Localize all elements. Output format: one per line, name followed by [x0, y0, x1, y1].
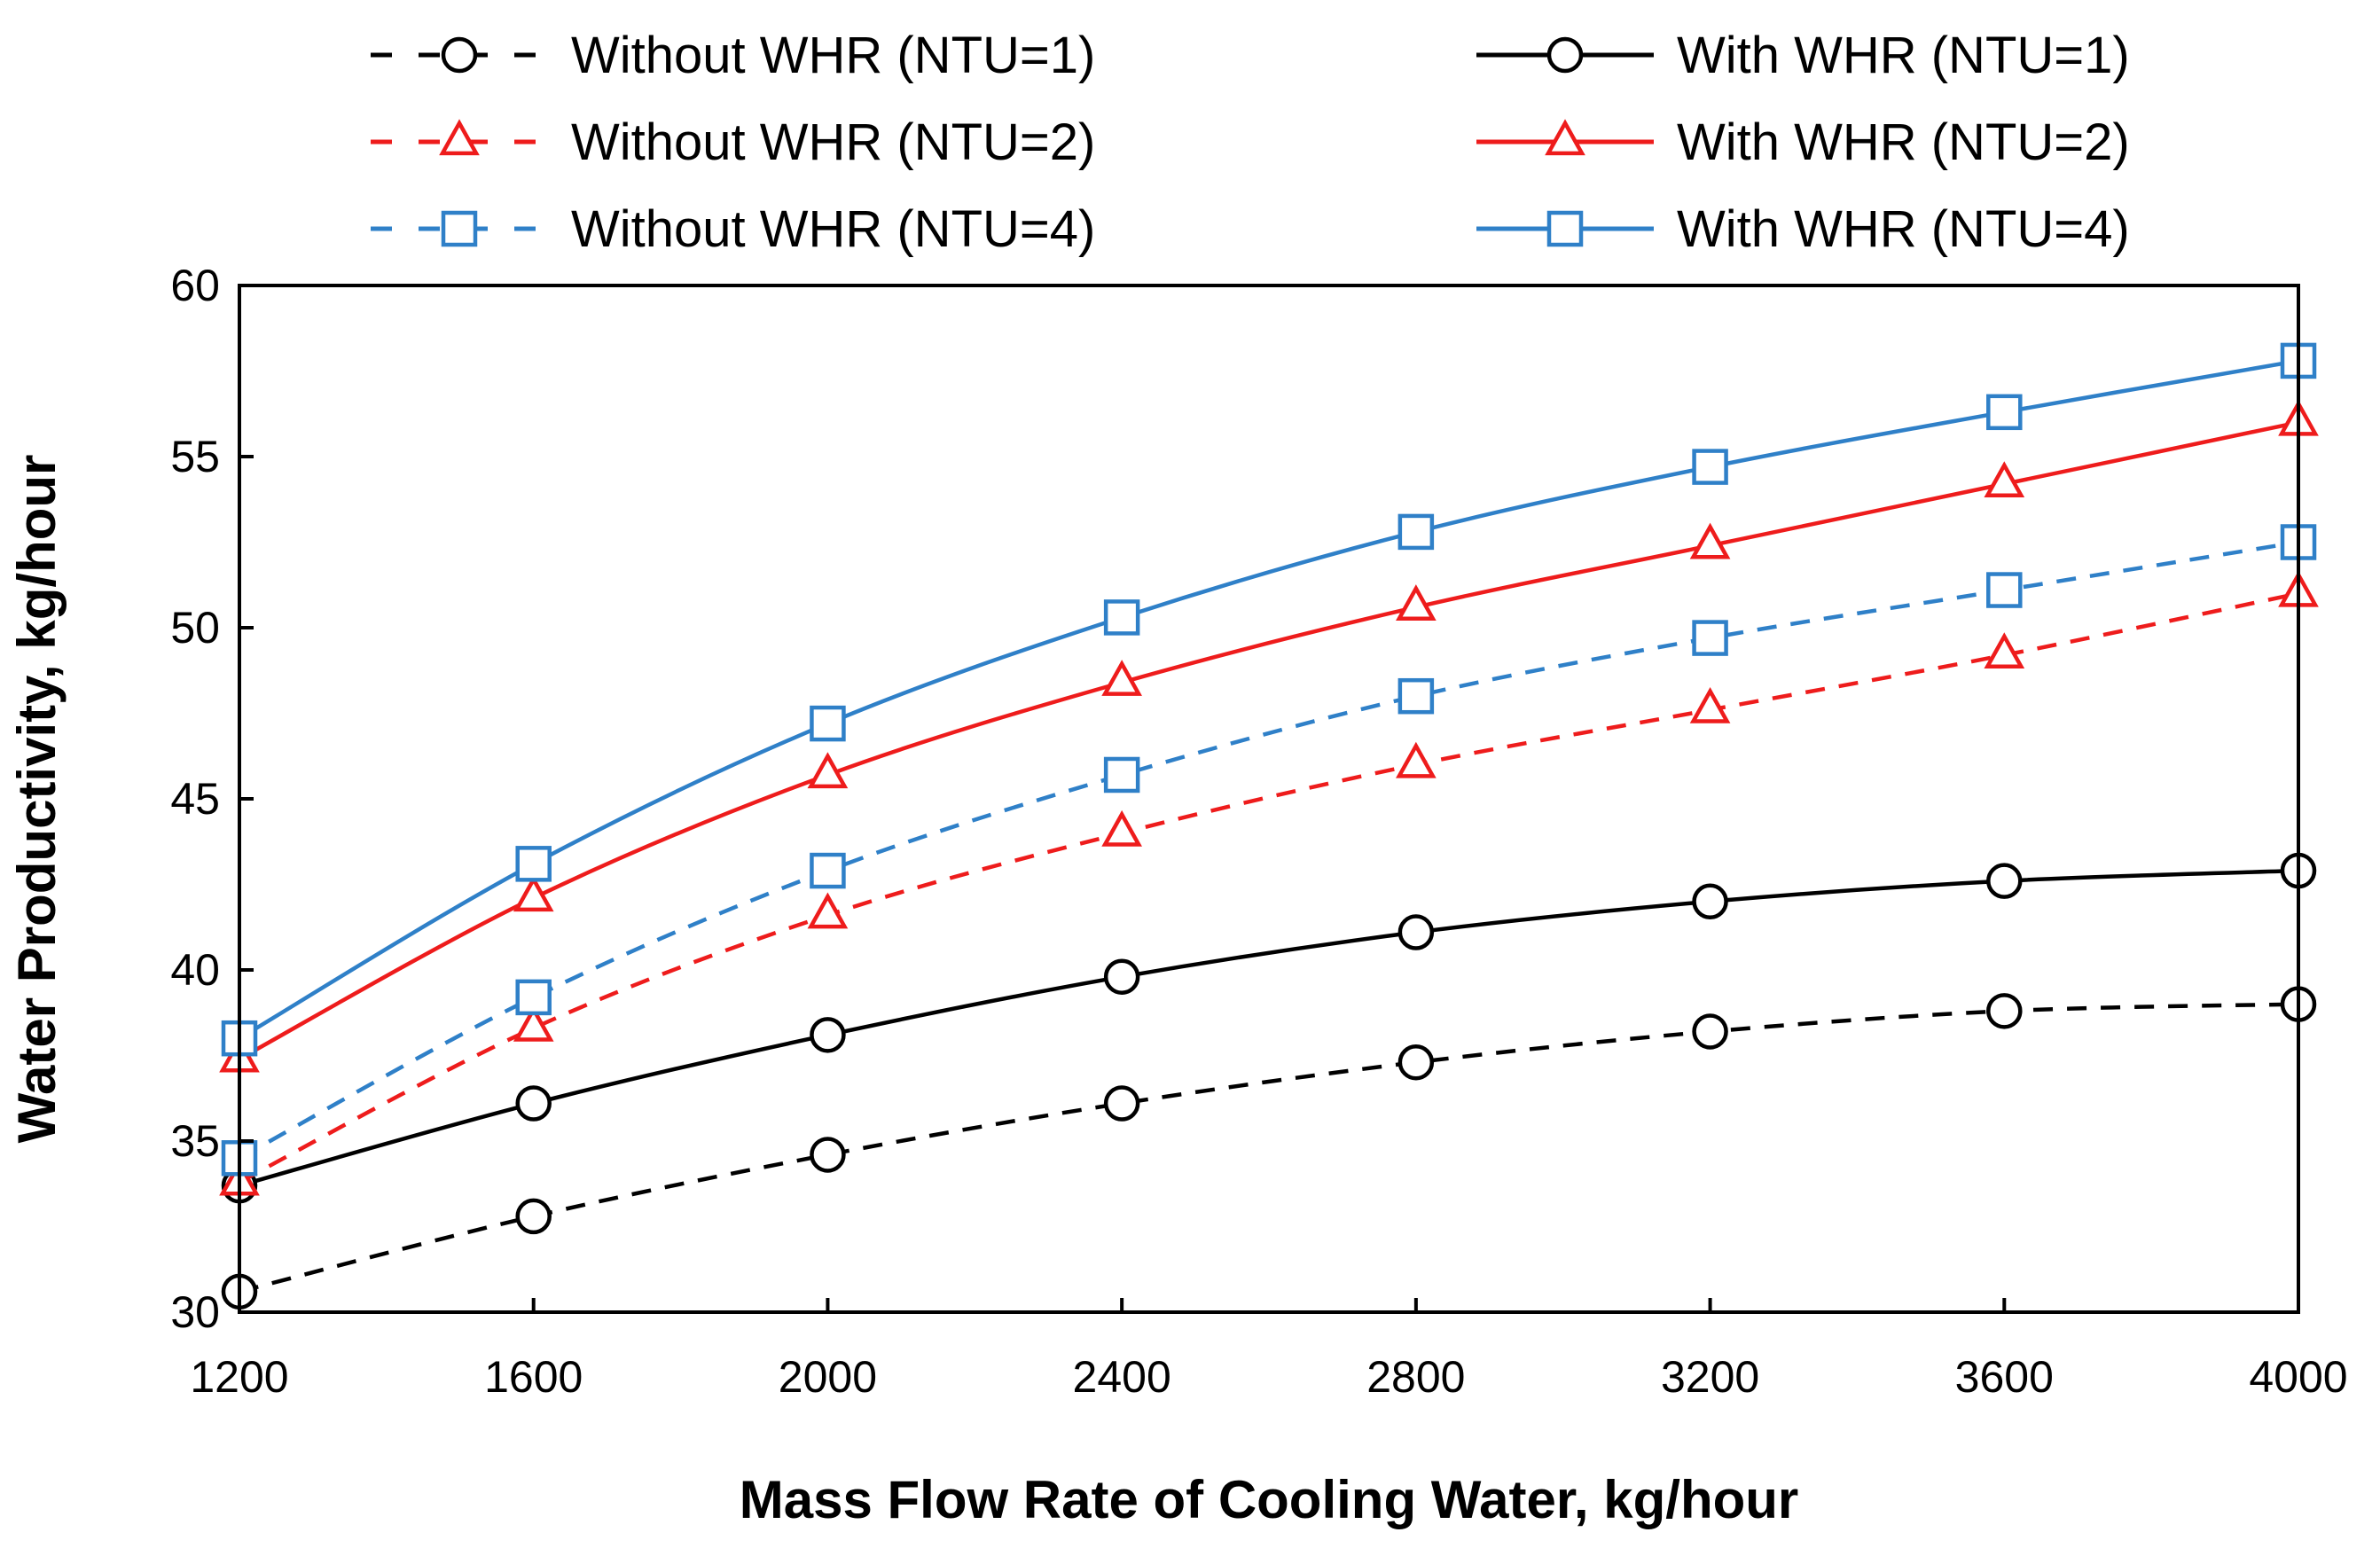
axis-ticks: 30 35 40 45 50 55 60 1200 1600 2000 2400 2800 3200 36… [170, 261, 2347, 1402]
y-tick-label: 55 [170, 432, 220, 481]
x-tick-label: 3200 [1661, 1352, 1759, 1402]
data-point [1984, 461, 2025, 498]
legend-label: With WHR (NTU=1) [1677, 27, 2130, 84]
plot-area-frame [238, 284, 2300, 1314]
series-line [238, 591, 2299, 1184]
legend-marker [439, 119, 480, 156]
x-tick-label: 1600 [484, 1352, 583, 1402]
x-tick-label: 4000 [2249, 1352, 2347, 1402]
data-point [513, 875, 554, 912]
series-line [238, 420, 2299, 1061]
data-point [1397, 677, 1435, 715]
y-tick-label: 60 [170, 261, 220, 310]
legend-label: With WHR (NTU=2) [1677, 113, 2130, 171]
legend-item: Without WHR (NTU=1) [371, 27, 1095, 84]
legend-item: With WHR (NTU=4) [1476, 200, 2130, 258]
y-axis-title: Water Productivity, kg/hour [7, 455, 67, 1144]
data-point [1397, 1044, 1435, 1081]
data-point [1689, 686, 1731, 723]
series-5 [221, 342, 2317, 1057]
x-tick-label: 2800 [1366, 1352, 1465, 1402]
data-point [807, 892, 849, 929]
data-point [810, 1137, 846, 1173]
data-point [1397, 914, 1435, 950]
data-point [810, 852, 846, 889]
x-axis-title: Mass Flow Rate of Cooling Water, kg/hour [740, 1470, 1799, 1529]
legend-item: Without WHR (NTU=2) [371, 113, 1095, 171]
data-point [515, 1198, 552, 1235]
data-point [1986, 572, 2023, 608]
data-point [1396, 741, 1437, 778]
legend-item: With WHR (NTU=2) [1476, 113, 2130, 171]
series-line [239, 1002, 2299, 1294]
data-point [1984, 632, 2025, 669]
legend-label: Without WHR (NTU=2) [571, 113, 1095, 171]
x-tick-label: 2400 [1073, 1352, 1171, 1402]
data-point [1397, 513, 1435, 551]
data-point [1103, 756, 1140, 794]
legend-label: Without WHR (NTU=1) [571, 27, 1095, 84]
legend: Without WHR (NTU=1) Without WHR (NTU=2) Wi… [371, 27, 2130, 258]
data-point [1986, 394, 2023, 431]
x-tick-label: 2000 [779, 1352, 877, 1402]
data-point [515, 1085, 552, 1122]
series-0 [221, 986, 2317, 1310]
data-point [1101, 809, 1142, 847]
legend-marker [441, 36, 478, 74]
data-point [1103, 1085, 1140, 1122]
legend-item: Without WHR (NTU=4) [371, 200, 1095, 258]
legend-item: With WHR (NTU=1) [1476, 27, 2130, 84]
y-tick-label: 50 [170, 603, 220, 653]
legend-marker [1546, 36, 1584, 74]
series-line [238, 540, 2299, 1161]
data-point [1986, 993, 2023, 1029]
data-point [1103, 599, 1140, 636]
series-line [238, 358, 2299, 1041]
data-point [515, 846, 552, 882]
legend-marker [441, 210, 478, 247]
data-point [1692, 620, 1728, 656]
data-point [1689, 522, 1731, 559]
y-tick-label: 30 [170, 1287, 220, 1337]
data-point [810, 705, 846, 742]
data-point [1396, 584, 1437, 622]
legend-marker [1546, 210, 1584, 247]
data-point [515, 979, 552, 1016]
y-tick-label: 40 [170, 945, 220, 995]
series-line [239, 868, 2299, 1188]
data-point [1692, 883, 1728, 920]
data-point [807, 752, 849, 789]
data-point [1101, 660, 1142, 696]
series-3 [219, 399, 2319, 1073]
data-point [810, 1017, 846, 1053]
legend-label: Without WHR (NTU=4) [571, 200, 1095, 258]
y-tick-label: 45 [170, 774, 220, 824]
data-point [1103, 958, 1140, 995]
x-tick-label: 3600 [1955, 1352, 2054, 1402]
data-point [513, 1005, 554, 1042]
legend-marker [1545, 119, 1585, 156]
data-point [1692, 449, 1728, 485]
y-tick-label: 35 [170, 1116, 220, 1166]
x-tick-label: 1200 [190, 1352, 288, 1402]
data-point [1692, 1013, 1728, 1050]
plot-series [219, 342, 2319, 1310]
legend-label: With WHR (NTU=4) [1677, 200, 2130, 258]
data-point [1986, 863, 2023, 899]
